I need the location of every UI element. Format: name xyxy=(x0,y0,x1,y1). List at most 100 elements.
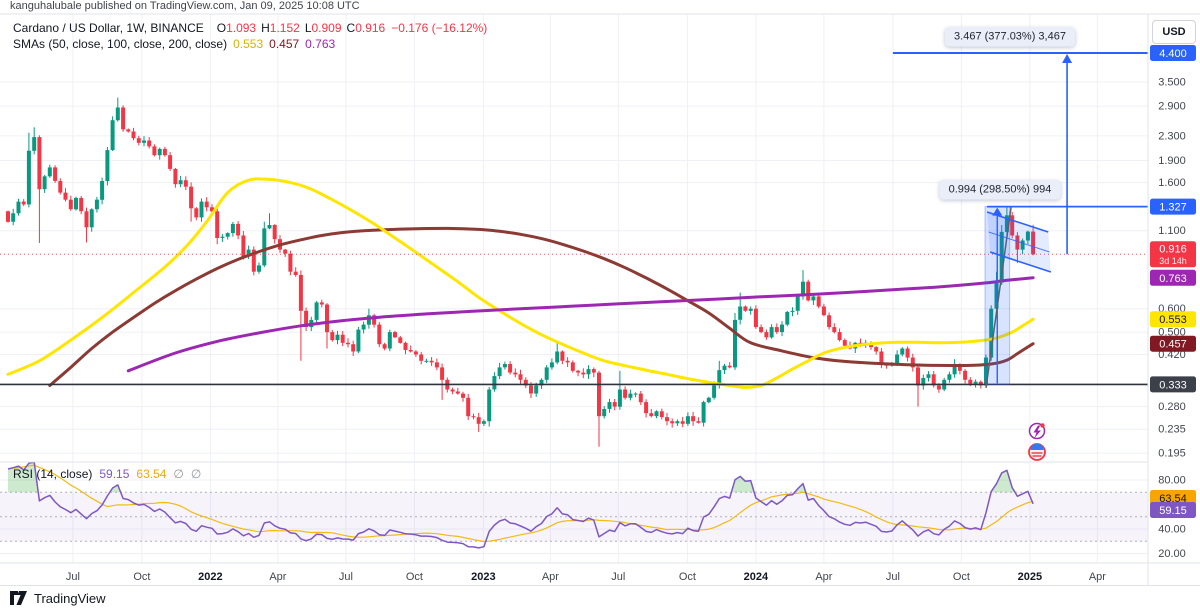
candle-body xyxy=(84,211,89,228)
candle-body xyxy=(963,370,968,380)
close-value: 0.916 xyxy=(355,21,386,35)
candle-body xyxy=(241,235,246,257)
candle-body xyxy=(351,344,356,352)
candle-body xyxy=(801,281,805,297)
candle-body xyxy=(518,374,523,380)
price-axis-label: 1.900 xyxy=(1158,155,1186,167)
change-value: −0.176 (−16.12%) xyxy=(391,21,488,35)
candle-body xyxy=(440,367,445,380)
chart-legend: Cardano / US Dollar, 1W, BINANCE O1.093 H1… xyxy=(13,21,487,53)
candle-body xyxy=(1010,215,1015,236)
candle-body xyxy=(910,357,915,368)
candle-body xyxy=(821,306,826,316)
candle-body xyxy=(304,310,309,327)
price-axis-panel[interactable] xyxy=(1148,14,1200,585)
currency-toggle-button[interactable]: USD xyxy=(1152,20,1196,44)
candle-body xyxy=(199,201,204,218)
flag-lower-line[interactable] xyxy=(989,251,1052,273)
candle-body xyxy=(837,332,842,341)
time-axis-panel[interactable] xyxy=(0,563,1200,585)
time-axis-label: 2022 xyxy=(198,571,222,583)
candle-body xyxy=(283,249,288,254)
symbol-title[interactable]: Cardano / US Dollar, 1W, BINANCE xyxy=(13,21,204,35)
candle-body xyxy=(607,402,612,409)
candle-body xyxy=(361,324,366,330)
candle-body xyxy=(382,344,387,349)
rsi-axis-label: 80.00 xyxy=(1158,475,1186,487)
rsi-legend-label[interactable]: RSI (14, close) xyxy=(13,467,93,481)
candle-body xyxy=(298,274,303,311)
candle-body xyxy=(900,348,905,355)
sma-legend-label[interactable]: SMAs (50, close, 100, close, 200, close) xyxy=(13,37,228,51)
candle-body xyxy=(994,282,999,309)
candle-body xyxy=(455,391,460,394)
candle-body xyxy=(989,308,994,358)
candle-body xyxy=(555,351,560,363)
candle-body xyxy=(706,397,711,403)
candle-body xyxy=(366,315,371,325)
candle-body xyxy=(11,213,16,222)
flag-mid-line xyxy=(988,231,1050,253)
svg-text:0.763: 0.763 xyxy=(1159,273,1187,285)
candle-body xyxy=(162,148,167,156)
time-axis-label: Apr xyxy=(815,571,832,583)
rsi-empty-value-2: ∅ xyxy=(190,467,202,481)
candle-body xyxy=(738,306,743,320)
boost-lightning-icon[interactable] xyxy=(1028,422,1046,440)
candle-body xyxy=(131,131,136,139)
candle-body xyxy=(325,304,329,333)
rsi-line xyxy=(7,461,1034,549)
candle-body xyxy=(487,389,492,422)
candle-body xyxy=(685,416,690,424)
range-measure-label[interactable]: 0.994 (298.50%) 994 xyxy=(939,180,1061,200)
open-value: 1.093 xyxy=(226,21,257,35)
trend-line[interactable] xyxy=(985,206,1012,389)
candle-body xyxy=(481,421,486,424)
candle-body xyxy=(32,137,37,151)
candle-body xyxy=(236,223,241,236)
candle-body xyxy=(549,362,554,368)
sma-legend-row: SMAs (50, close, 100, close, 200, close)… xyxy=(13,37,487,51)
tradingview-brand-text[interactable]: TradingView xyxy=(34,590,106,606)
candle-body xyxy=(424,360,429,362)
candle-body xyxy=(816,296,821,307)
rsi-empty-value-1: ∅ xyxy=(173,467,184,481)
candle-body xyxy=(659,411,664,418)
candle-body xyxy=(346,342,350,345)
candle-body xyxy=(576,370,581,373)
candle-body xyxy=(952,365,957,375)
reactions-icon[interactable] xyxy=(1028,443,1046,461)
candle-body xyxy=(769,327,774,338)
time-axis-label: Oct xyxy=(406,571,423,583)
candle-body xyxy=(827,315,832,328)
candle-body xyxy=(497,367,502,377)
candle-body xyxy=(413,351,418,355)
high-label: H xyxy=(261,21,270,35)
candle-body xyxy=(126,129,131,132)
candle-body xyxy=(790,310,795,312)
flag-upper-line[interactable] xyxy=(986,211,1049,233)
price-axis-badge: 1.327 xyxy=(1150,198,1196,215)
candle-body xyxy=(968,379,973,384)
candle-body xyxy=(502,364,507,368)
candle-body xyxy=(251,249,256,272)
candle-body xyxy=(727,365,732,368)
candle-body xyxy=(121,107,126,130)
tradingview-logo-icon[interactable] xyxy=(10,590,28,606)
target-measure-label[interactable]: 3.467 (377.03%) 3,467 xyxy=(945,27,1075,47)
candle-body xyxy=(743,306,748,311)
candle-body xyxy=(356,329,361,352)
time-axis-label: Oct xyxy=(133,571,150,583)
time-axis-label: 2025 xyxy=(1018,571,1042,583)
rsi-axis-label: 20.00 xyxy=(1158,548,1186,560)
candle-body xyxy=(973,381,978,384)
price-axis-label: 1.600 xyxy=(1158,177,1186,189)
candle-body xyxy=(560,351,565,361)
candle-body xyxy=(466,397,471,417)
price-axis-label: 0.280 xyxy=(1158,401,1186,413)
price-range-arrowhead-icon xyxy=(992,207,1003,216)
candle-body xyxy=(194,208,199,218)
candle-body xyxy=(617,389,622,407)
time-axis-label: Jul xyxy=(611,571,625,583)
